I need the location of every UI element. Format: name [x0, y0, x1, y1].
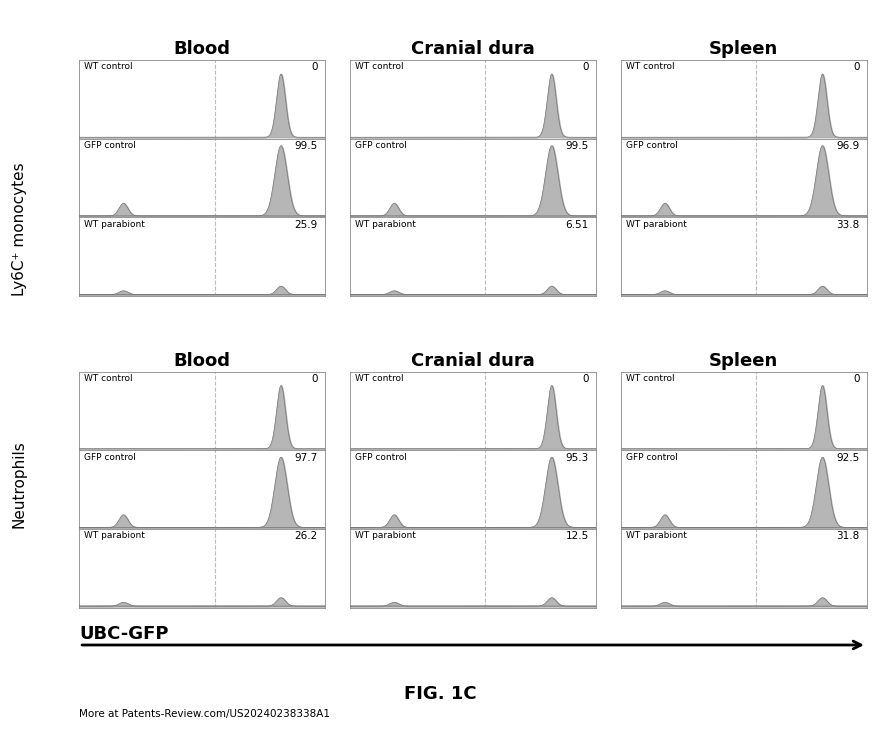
Text: 0: 0	[583, 62, 589, 72]
Text: 96.9: 96.9	[836, 141, 860, 151]
Text: 99.5: 99.5	[295, 141, 318, 151]
Text: WT control: WT control	[355, 62, 404, 71]
Text: 0: 0	[853, 62, 860, 72]
Title: Blood: Blood	[173, 352, 231, 370]
Text: 0: 0	[312, 374, 318, 384]
Text: 26.2: 26.2	[295, 531, 318, 542]
Text: UBC-GFP: UBC-GFP	[79, 625, 169, 643]
Text: 0: 0	[853, 374, 860, 384]
Text: WT parabiont: WT parabiont	[84, 531, 145, 540]
Text: GFP control: GFP control	[84, 141, 136, 150]
Text: WT parabiont: WT parabiont	[355, 220, 415, 229]
Text: 97.7: 97.7	[295, 452, 318, 463]
Text: 92.5: 92.5	[836, 452, 860, 463]
Text: GFP control: GFP control	[355, 141, 407, 150]
Text: WT control: WT control	[84, 62, 133, 71]
Text: Neutrophils: Neutrophils	[11, 440, 27, 528]
Text: 12.5: 12.5	[566, 531, 589, 542]
Text: 0: 0	[583, 374, 589, 384]
Text: WT control: WT control	[626, 62, 674, 71]
Title: Spleen: Spleen	[709, 40, 779, 58]
Title: Spleen: Spleen	[709, 352, 779, 370]
Text: 0: 0	[312, 62, 318, 72]
Text: 25.9: 25.9	[295, 220, 318, 230]
Text: FIG. 1C: FIG. 1C	[404, 685, 476, 703]
Title: Blood: Blood	[173, 40, 231, 58]
Text: Ly6C⁺ monocytes: Ly6C⁺ monocytes	[11, 162, 27, 296]
Text: WT control: WT control	[84, 374, 133, 382]
Text: 95.3: 95.3	[566, 452, 589, 463]
Text: WT parabiont: WT parabiont	[355, 531, 415, 540]
Text: WT parabiont: WT parabiont	[626, 220, 686, 229]
Text: 99.5: 99.5	[566, 141, 589, 151]
Text: WT control: WT control	[626, 374, 674, 382]
Text: WT control: WT control	[355, 374, 404, 382]
Text: GFP control: GFP control	[626, 452, 678, 461]
Title: Cranial dura: Cranial dura	[411, 352, 535, 370]
Title: Cranial dura: Cranial dura	[411, 40, 535, 58]
Text: GFP control: GFP control	[626, 141, 678, 150]
Text: 33.8: 33.8	[836, 220, 860, 230]
Text: 6.51: 6.51	[566, 220, 589, 230]
Text: GFP control: GFP control	[355, 452, 407, 461]
Text: GFP control: GFP control	[84, 452, 136, 461]
Text: WT parabiont: WT parabiont	[84, 220, 145, 229]
Text: WT parabiont: WT parabiont	[626, 531, 686, 540]
Text: 31.8: 31.8	[836, 531, 860, 542]
Text: More at Patents-Review.com/US20240238338A1: More at Patents-Review.com/US20240238338…	[79, 709, 330, 719]
